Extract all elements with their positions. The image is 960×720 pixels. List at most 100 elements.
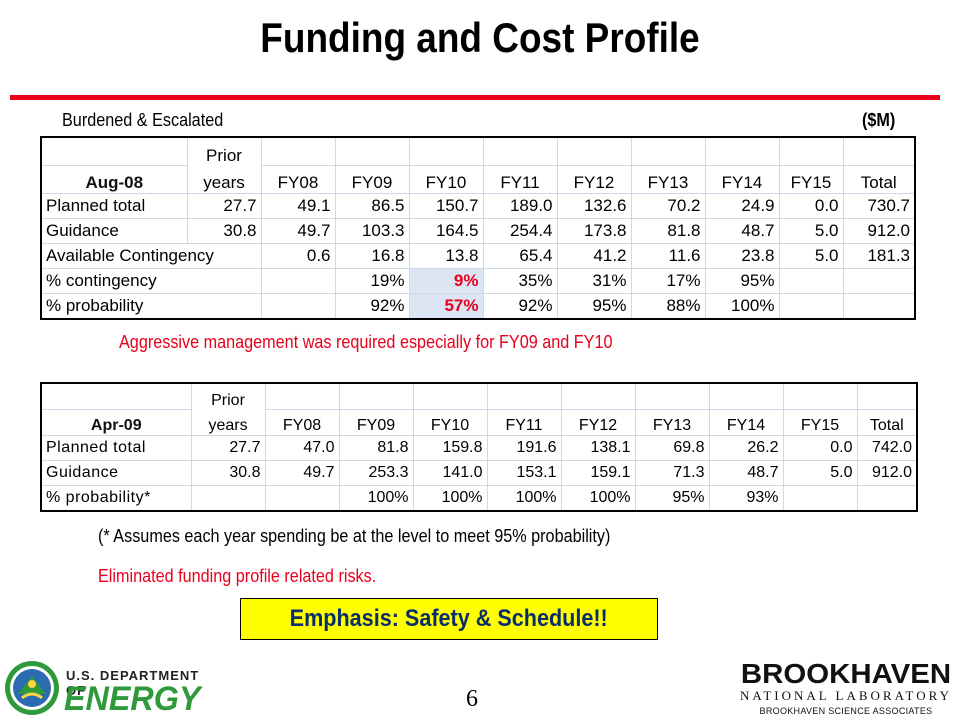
- column-header: FY08: [264, 409, 340, 436]
- cell: 95%: [704, 268, 780, 294]
- cell: 81.8: [630, 218, 706, 244]
- emphasis-text: Emphasis: Safety & Schedule!!: [289, 605, 609, 632]
- cell: 16.8: [334, 243, 410, 269]
- cell: 159.1: [560, 460, 636, 486]
- cell: 69.8: [634, 435, 710, 461]
- cell: 71.3: [634, 460, 710, 486]
- funding-table-aug08: Prior Aug-08 years FY08 FY09 FY10 FY11 F…: [40, 136, 916, 320]
- row-label: % probability: [40, 293, 262, 320]
- cell: 93%: [708, 485, 784, 512]
- cell: 48.7: [704, 218, 780, 244]
- cell: 41.2: [556, 243, 632, 269]
- cell: 159.8: [412, 435, 488, 461]
- cell: 23.8: [704, 243, 780, 269]
- page-number: 6: [466, 686, 478, 712]
- aggressive-management-note: Aggressive management was required espec…: [119, 332, 613, 352]
- table-row: % probability 92% 57% 92% 95% 88% 100%: [40, 293, 916, 320]
- prior-years-header: Prior: [190, 382, 266, 410]
- cell: 31%: [556, 268, 632, 294]
- cell: 103.3: [334, 218, 410, 244]
- cell: 48.7: [708, 460, 784, 486]
- row-label: % contingency: [40, 268, 262, 294]
- doe-logo: U.S. DEPARTMENT OF ENERGY: [4, 660, 204, 718]
- table-row: Guidance 30.8 49.7 253.3 141.0 153.1 159…: [40, 460, 918, 486]
- column-header: FY09: [338, 409, 414, 436]
- cell: 189.0: [482, 193, 558, 219]
- column-header: FY10: [408, 165, 484, 194]
- cell: 164.5: [408, 218, 484, 244]
- title-divider: [10, 95, 940, 100]
- cell: [856, 485, 918, 512]
- column-header: FY11: [482, 165, 558, 194]
- cell: [778, 293, 844, 320]
- cell: 100%: [560, 485, 636, 512]
- cell: [264, 485, 340, 512]
- column-header: FY09: [334, 165, 410, 194]
- cell: 47.0: [264, 435, 340, 461]
- column-header: FY13: [630, 165, 706, 194]
- table-row: Planned total 27.7 47.0 81.8 159.8 191.6…: [40, 435, 918, 461]
- cell: 0.6: [260, 243, 336, 269]
- column-header: FY08: [260, 165, 336, 194]
- column-header: FY12: [560, 409, 636, 436]
- cell: [260, 293, 336, 320]
- column-header: FY14: [708, 409, 784, 436]
- cell: 912.0: [842, 218, 916, 244]
- column-header: FY11: [486, 409, 562, 436]
- cell: 49.1: [260, 193, 336, 219]
- cell: 49.7: [264, 460, 340, 486]
- cell: [778, 268, 844, 294]
- cell: 100%: [704, 293, 780, 320]
- cell: 100%: [486, 485, 562, 512]
- cell: 13.8: [408, 243, 484, 269]
- assumption-note: (* Assumes each year spending be at the …: [98, 526, 611, 546]
- units-label: ($M): [862, 110, 896, 130]
- cell: 181.3: [842, 243, 916, 269]
- cell-highlight: 9%: [408, 268, 484, 294]
- bnl-line2: NATIONAL LABORATORY: [740, 688, 952, 703]
- cell: [842, 268, 916, 294]
- cell: 92%: [482, 293, 558, 320]
- cell: 27.7: [190, 435, 266, 461]
- table-label: Apr-09: [40, 409, 192, 436]
- bnl-line1: BROOKHAVEN: [740, 658, 952, 689]
- table-row: % contingency 19% 9% 35% 31% 17% 95%: [40, 268, 916, 294]
- cell: 86.5: [334, 193, 410, 219]
- cell: 27.7: [186, 193, 262, 219]
- column-header: FY12: [556, 165, 632, 194]
- cell: 95%: [634, 485, 710, 512]
- cell: 5.0: [778, 243, 844, 269]
- column-header: FY15: [782, 409, 858, 436]
- cell: 0.0: [782, 435, 858, 461]
- risk-note: Eliminated funding profile related risks…: [98, 566, 377, 586]
- row-label: Guidance: [40, 218, 188, 244]
- cell: 730.7: [842, 193, 916, 219]
- cell: 24.9: [704, 193, 780, 219]
- doe-seal-icon: [5, 661, 59, 715]
- prior-years-header: Prior: [186, 136, 262, 166]
- cell: 191.6: [486, 435, 562, 461]
- cell: 150.7: [408, 193, 484, 219]
- emphasis-box: Emphasis: Safety & Schedule!!: [240, 598, 658, 640]
- page-title: Funding and Cost Profile: [260, 14, 700, 61]
- cell: [842, 293, 916, 320]
- cell: 5.0: [782, 460, 858, 486]
- prior-years-header: years: [190, 409, 266, 436]
- table-label: Aug-08: [40, 165, 188, 194]
- row-label: Available Contingency: [40, 243, 262, 269]
- doe-line1: U.S. DEPARTMENT OF: [66, 668, 200, 698]
- row-label: % probability*: [40, 485, 192, 512]
- cell: 0.0: [778, 193, 844, 219]
- cell: 742.0: [856, 435, 918, 461]
- cell: 912.0: [856, 460, 918, 486]
- doe-line2: ENERGY: [64, 680, 201, 718]
- row-label: Planned total: [40, 435, 192, 461]
- cell: 92%: [334, 293, 410, 320]
- cell: 5.0: [778, 218, 844, 244]
- prior-years-header: years: [186, 165, 262, 194]
- cell: 26.2: [708, 435, 784, 461]
- cell: 100%: [412, 485, 488, 512]
- column-header: FY14: [704, 165, 780, 194]
- cell: 141.0: [412, 460, 488, 486]
- cell: 81.8: [338, 435, 414, 461]
